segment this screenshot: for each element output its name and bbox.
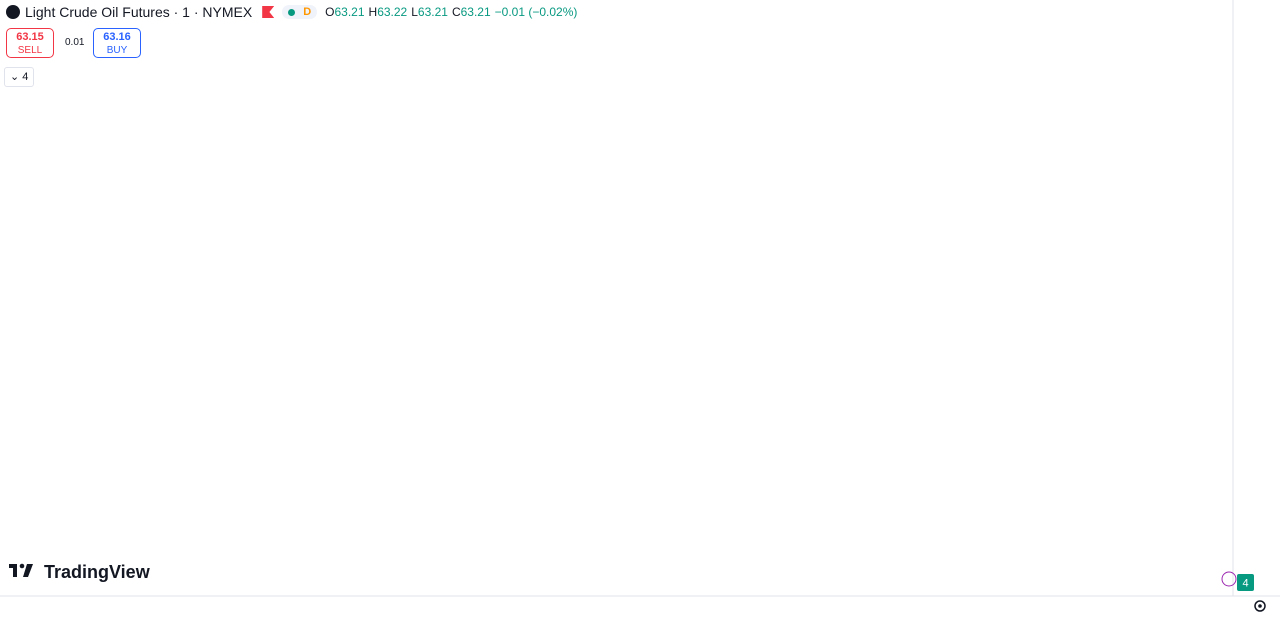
volume-badge-text: 4: [1242, 578, 1248, 590]
buy-button[interactable]: 63.16 BUY: [93, 28, 141, 58]
settings-dot: [1258, 604, 1262, 608]
buy-price: 63.16: [103, 31, 131, 43]
sell-button[interactable]: 63.15 SELL: [6, 28, 54, 58]
ohlc-label: H: [368, 5, 378, 19]
interval-badge: D: [303, 6, 312, 18]
ohlc-value: 63.22: [377, 5, 408, 19]
indicators-count: 4: [22, 71, 29, 83]
flag-icon[interactable]: [262, 6, 275, 18]
ohlc-value: 63.21: [334, 5, 365, 19]
symbol-icon: [6, 5, 20, 19]
ohlc-value: 63.21: [460, 5, 491, 19]
brand-logo: TradingView: [9, 562, 151, 582]
indicators-toggle[interactable]: ⌄ 4: [4, 67, 35, 87]
ohlc-label: L: [411, 5, 418, 19]
ohlc-values: O63.21 H63.22 L63.21 C63.21: [325, 5, 491, 19]
ohlc-value: 63.21: [417, 5, 448, 19]
ohlc-label: C: [451, 5, 461, 19]
ohlc-label: O: [325, 5, 335, 19]
buy-label: BUY: [106, 45, 128, 56]
settings-button[interactable]: [1254, 600, 1266, 612]
sell-label: SELL: [17, 45, 43, 56]
sell-price: 63.15: [16, 31, 44, 43]
volume-badge: [1237, 574, 1254, 591]
legend-header: Light Crude Oil Futures · 1 · NYMEX D O6…: [6, 0, 577, 24]
spread: 0.01: [65, 37, 85, 48]
change: −0.01 (−0.02%): [494, 5, 578, 19]
indicator-icon: [1221, 571, 1237, 587]
brand-name: TradingView: [44, 562, 151, 582]
status-dot: [288, 8, 296, 16]
status-pill: D: [282, 5, 318, 19]
symbol-title: Light Crude Oil Futures · 1 · NYMEX: [25, 4, 253, 20]
